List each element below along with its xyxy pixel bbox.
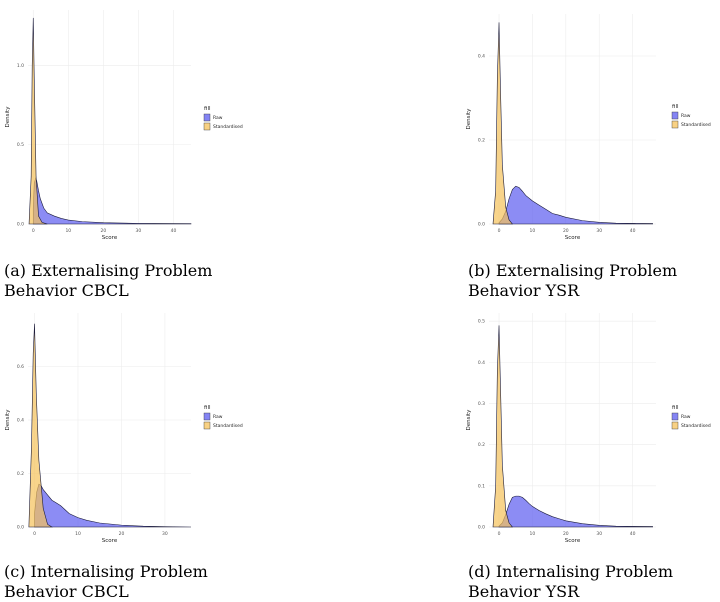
x-tick-label: 10: [530, 531, 536, 537]
x-axis-label: Score: [102, 538, 118, 544]
x-tick-label: 0: [498, 531, 501, 537]
x-tick-label: 20: [119, 531, 125, 537]
x-tick-label: 0: [32, 228, 35, 234]
legend-swatch-standardised: [203, 421, 211, 430]
legend-swatch-standardised: [671, 120, 679, 129]
x-tick-label: 40: [171, 228, 177, 234]
x-axis-label: Score: [102, 235, 118, 241]
legend-title: fill: [204, 405, 211, 411]
y-tick-label: 0.0: [17, 222, 24, 228]
legend-title: fill: [204, 106, 211, 112]
y-tick-label: 0.4: [17, 418, 24, 424]
caption-a: (a) Externalising Problem Behavior CBCL: [4, 261, 213, 300]
x-tick-label: 40: [630, 531, 636, 537]
legend-swatch-raw: [671, 111, 679, 120]
x-tick-label: 0: [498, 228, 501, 234]
y-tick-label: 0.2: [17, 471, 24, 477]
density-area-standardised: [28, 323, 53, 528]
x-tick-label: 0: [33, 531, 36, 537]
x-tick-label: 10: [530, 228, 536, 234]
legend-label-raw: Raw: [213, 414, 223, 420]
legend-label-standardised: Standardised: [681, 122, 711, 128]
y-tick-label: 0.1: [478, 483, 485, 489]
x-tick-label: 30: [596, 531, 602, 537]
x-tick-label: 20: [563, 228, 569, 234]
density-area-raw: [498, 185, 653, 225]
density-area-standardised: [28, 17, 48, 225]
y-tick-label: 0.3: [478, 401, 485, 407]
x-tick-label: 30: [596, 228, 602, 234]
x-tick-label: 40: [630, 228, 636, 234]
density-area-raw: [32, 177, 192, 225]
y-tick-label: 0.4: [478, 360, 485, 366]
y-tick-label: 0.0: [478, 525, 485, 531]
y-tick-label: 0.0: [17, 525, 24, 531]
legend-swatch-raw: [203, 113, 211, 122]
legend-swatch-standardised: [671, 421, 679, 430]
x-tick-label: 30: [162, 531, 168, 537]
y-tick-label: 0.5: [17, 142, 24, 148]
caption-b: (b) Externalising Problem Behavior YSR: [468, 261, 678, 300]
y-tick-label: 0.0: [478, 222, 485, 228]
y-axis-label: Density: [5, 409, 11, 431]
legend-label-standardised: Standardised: [213, 124, 243, 130]
density-area-raw: [498, 495, 653, 528]
caption-c: (c) Internalising Problem Behavior CBCL: [4, 562, 208, 601]
y-tick-label: 0.2: [478, 138, 485, 144]
legend-swatch-standardised: [203, 122, 211, 131]
y-tick-label: 0.6: [17, 364, 24, 370]
density-area-standardised: [492, 22, 514, 225]
caption-d: (d) Internalising Problem Behavior YSR: [468, 562, 674, 601]
y-tick-label: 1.0: [17, 63, 24, 69]
legend-title: fill: [672, 104, 679, 110]
y-tick-label: 0.2: [478, 442, 485, 448]
x-tick-label: 20: [100, 228, 106, 234]
density-area-standardised: [492, 325, 514, 528]
legend-label-raw: Raw: [213, 115, 223, 121]
x-axis-label: Score: [565, 235, 581, 241]
y-tick-label: 0.4: [478, 54, 485, 60]
x-axis-label: Score: [565, 538, 581, 544]
legend-swatch-raw: [203, 412, 211, 421]
x-tick-label: 10: [65, 228, 71, 234]
y-axis-label: Density: [466, 108, 472, 130]
x-tick-label: 20: [563, 531, 569, 537]
legend-label-raw: Raw: [681, 113, 691, 119]
density-area-raw: [34, 483, 192, 528]
y-tick-label: 0.5: [478, 319, 485, 325]
x-tick-label: 10: [75, 531, 81, 537]
x-tick-label: 30: [136, 228, 142, 234]
legend-swatch-raw: [671, 412, 679, 421]
chart-panel-d: 0 10 20 30 40 0.0 0.1 0.2 0.3 0.4 0.5 Score Density f…: [466, 313, 711, 544]
legend-label-raw: Raw: [681, 414, 691, 420]
y-axis-label: Density: [5, 106, 11, 128]
legend-title: fill: [672, 405, 679, 411]
legend-label-standardised: Standardised: [213, 423, 243, 429]
legend-label-standardised: Standardised: [681, 423, 711, 429]
y-axis-label: Density: [466, 409, 472, 431]
